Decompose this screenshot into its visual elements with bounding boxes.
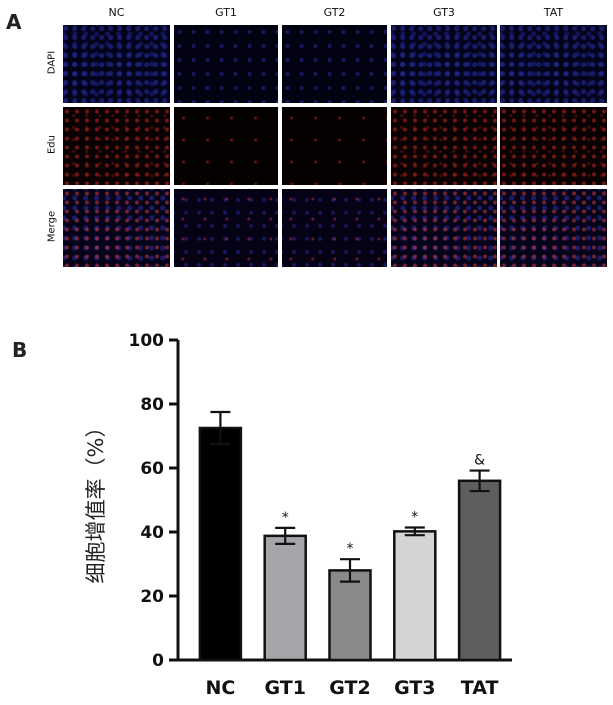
category-label-gt2: GT2 <box>329 677 370 699</box>
category-label-nc: NC <box>205 677 235 699</box>
bar-gt2 <box>328 569 372 662</box>
significance-gt3: * <box>411 510 418 526</box>
micrograph-dapi-gt1 <box>174 25 278 103</box>
micrograph-edu-gt2 <box>282 107 387 185</box>
chart-axes: 0 20 40 60 80 100 <box>129 331 512 671</box>
micrograph-dapi-gt3 <box>391 25 497 103</box>
panel-a-letter: A <box>6 10 22 34</box>
y-tick-label-100: 100 <box>129 331 165 351</box>
column-label-gt1: GT1 <box>215 6 237 19</box>
micrograph-merge-tat <box>500 189 607 267</box>
chart-bars <box>198 410 502 662</box>
micrograph-dapi-tat <box>500 25 607 103</box>
bar-tat <box>457 479 502 662</box>
y-axis-label: 细胞增值率（%） <box>84 417 108 584</box>
micrograph-merge-gt2 <box>282 189 387 267</box>
y-tick-label-80: 80 <box>140 395 164 415</box>
y-tick-label-20: 20 <box>140 587 164 607</box>
category-label-gt3: GT3 <box>394 677 435 699</box>
bar-gt1 <box>263 534 307 662</box>
micrograph-edu-tat <box>500 107 607 185</box>
significance-gt1: * <box>282 510 289 526</box>
row-label-edu: Edu <box>46 135 58 155</box>
micrograph-edu-nc <box>63 107 170 185</box>
significance-gt2: * <box>347 541 354 557</box>
y-tick-label-0: 0 <box>152 651 164 671</box>
micrograph-dapi-nc <box>63 25 170 103</box>
micrograph-merge-nc <box>63 189 170 267</box>
row-label-merge: Merge <box>46 210 58 243</box>
chart-labels: 细胞增值率（%） NC * GT1 * GT2 * GT3 & TAT <box>84 417 498 699</box>
micrograph-dapi-gt2 <box>282 25 387 103</box>
significance-tat: & <box>474 453 485 469</box>
bar-gt3 <box>393 530 437 662</box>
column-label-nc: NC <box>108 6 125 19</box>
category-label-gt1: GT1 <box>264 677 305 699</box>
row-label-dapi: DAPI <box>46 50 58 75</box>
micrograph-merge-gt1 <box>174 189 278 267</box>
bar-chart: 0 20 40 60 80 100 细胞增值率（%） NC * GT1 * GT2 * GT3 & TAT <box>84 331 512 699</box>
column-label-gt3: GT3 <box>433 6 455 19</box>
column-label-gt2: GT2 <box>323 6 346 19</box>
column-label-tat: TAT <box>543 6 564 19</box>
micrograph-edu-gt1 <box>174 107 278 185</box>
category-label-tat: TAT <box>461 677 499 699</box>
bar-nc <box>198 426 243 662</box>
micrograph-merge-gt3 <box>391 189 497 267</box>
y-tick-label-40: 40 <box>140 523 164 543</box>
micrograph-edu-gt3 <box>391 107 497 185</box>
panel-b-letter: B <box>12 338 28 362</box>
y-tick-label-60: 60 <box>140 459 164 479</box>
